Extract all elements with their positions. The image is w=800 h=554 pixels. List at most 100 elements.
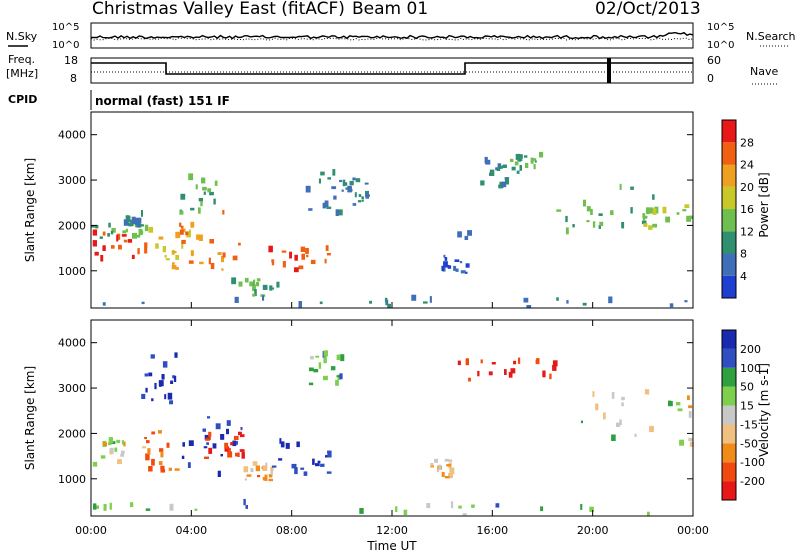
data-cell (339, 179, 343, 183)
data-cell (167, 392, 173, 400)
data-cell (161, 374, 165, 380)
data-cell (125, 215, 131, 221)
nave-tick-top: 60 (707, 54, 721, 67)
data-cell (303, 471, 308, 476)
colorbar-swatch (722, 275, 736, 299)
data-cell (296, 441, 300, 448)
data-cell (244, 478, 247, 481)
data-cell (243, 498, 246, 506)
colorbar-swatch (722, 186, 736, 210)
data-cell (471, 504, 475, 508)
data-cell (434, 458, 439, 463)
velocity-colorbar-label: Velocity [m s-1] (757, 363, 771, 457)
colorbar-tick-label: -50 (740, 437, 758, 450)
data-cell (485, 159, 491, 165)
data-cell (357, 200, 361, 203)
data-cell (647, 511, 650, 516)
data-cell (565, 215, 568, 223)
data-cell (256, 282, 260, 287)
data-cell (359, 508, 364, 514)
data-cell (603, 412, 606, 420)
data-cell (270, 287, 275, 290)
data-cell (148, 372, 153, 377)
colorbar-swatch (722, 142, 736, 165)
data-cell (598, 213, 603, 216)
data-cell (199, 261, 204, 265)
nsky-label: N.Sky (6, 30, 38, 43)
data-cell (644, 215, 648, 219)
data-cell (172, 375, 175, 379)
data-cell (465, 358, 469, 366)
data-cell (231, 277, 237, 285)
data-cell (196, 234, 201, 240)
data-cell (270, 467, 274, 472)
data-cell (441, 265, 445, 271)
data-cell (501, 181, 507, 188)
data-cell (313, 369, 319, 373)
data-cell (619, 419, 622, 426)
data-cell (148, 227, 154, 233)
data-cell (310, 356, 314, 360)
colorbar-tick-label: 100 (740, 362, 761, 375)
data-cell (102, 442, 107, 447)
data-cell (312, 458, 315, 465)
data-cell (123, 219, 129, 226)
colorbar-swatch (722, 424, 736, 444)
data-cell (682, 209, 687, 212)
xtick-label: 08:00 (276, 524, 308, 537)
data-cell (226, 428, 229, 435)
data-cell (173, 375, 177, 382)
data-cell (158, 461, 163, 465)
data-cell (121, 440, 124, 445)
data-cell (206, 442, 209, 445)
data-cell (556, 209, 562, 212)
data-cell (497, 163, 502, 169)
data-cell (215, 423, 221, 430)
data-cell (652, 223, 658, 228)
data-cell (93, 503, 97, 510)
data-cell (645, 210, 649, 213)
data-cell (339, 373, 343, 380)
data-cell (278, 458, 283, 461)
data-cell (621, 222, 625, 229)
data-cell (508, 371, 513, 378)
data-cell (589, 506, 594, 512)
time-xlabel: Time UT (366, 539, 417, 553)
data-cell (341, 189, 344, 192)
data-cell (465, 263, 470, 268)
data-cell (186, 231, 191, 238)
data-cell (268, 478, 273, 482)
colorbar-tick-label: -15 (740, 418, 758, 431)
data-cell (125, 228, 128, 233)
xtick-label: 16:00 (476, 524, 508, 537)
data-cell (148, 466, 153, 472)
data-cell (145, 387, 148, 393)
data-cell (300, 467, 305, 470)
data-cell (460, 270, 466, 274)
data-cell (306, 254, 309, 258)
data-cell (252, 284, 256, 292)
data-cell (523, 297, 529, 303)
colorbar-swatch (722, 330, 736, 349)
data-cell (228, 448, 231, 455)
data-cell (276, 281, 280, 288)
data-cell (182, 442, 185, 447)
data-cell (365, 193, 369, 199)
data-cell (530, 157, 534, 164)
data-cell (256, 278, 261, 282)
data-cell (285, 442, 290, 449)
colorbar-tick-label: 24 (740, 159, 754, 172)
data-cell (539, 151, 544, 158)
data-cell (572, 224, 575, 228)
data-cell (444, 257, 448, 261)
data-cell (457, 360, 461, 366)
data-cell (108, 222, 111, 228)
colorbar-tick-label: 28 (740, 136, 754, 149)
data-cell (162, 361, 168, 368)
data-cell (175, 254, 180, 260)
data-cell (556, 297, 559, 301)
data-cell (110, 230, 114, 235)
data-cell (340, 354, 345, 362)
data-cell (634, 433, 637, 437)
data-cell (166, 442, 170, 448)
